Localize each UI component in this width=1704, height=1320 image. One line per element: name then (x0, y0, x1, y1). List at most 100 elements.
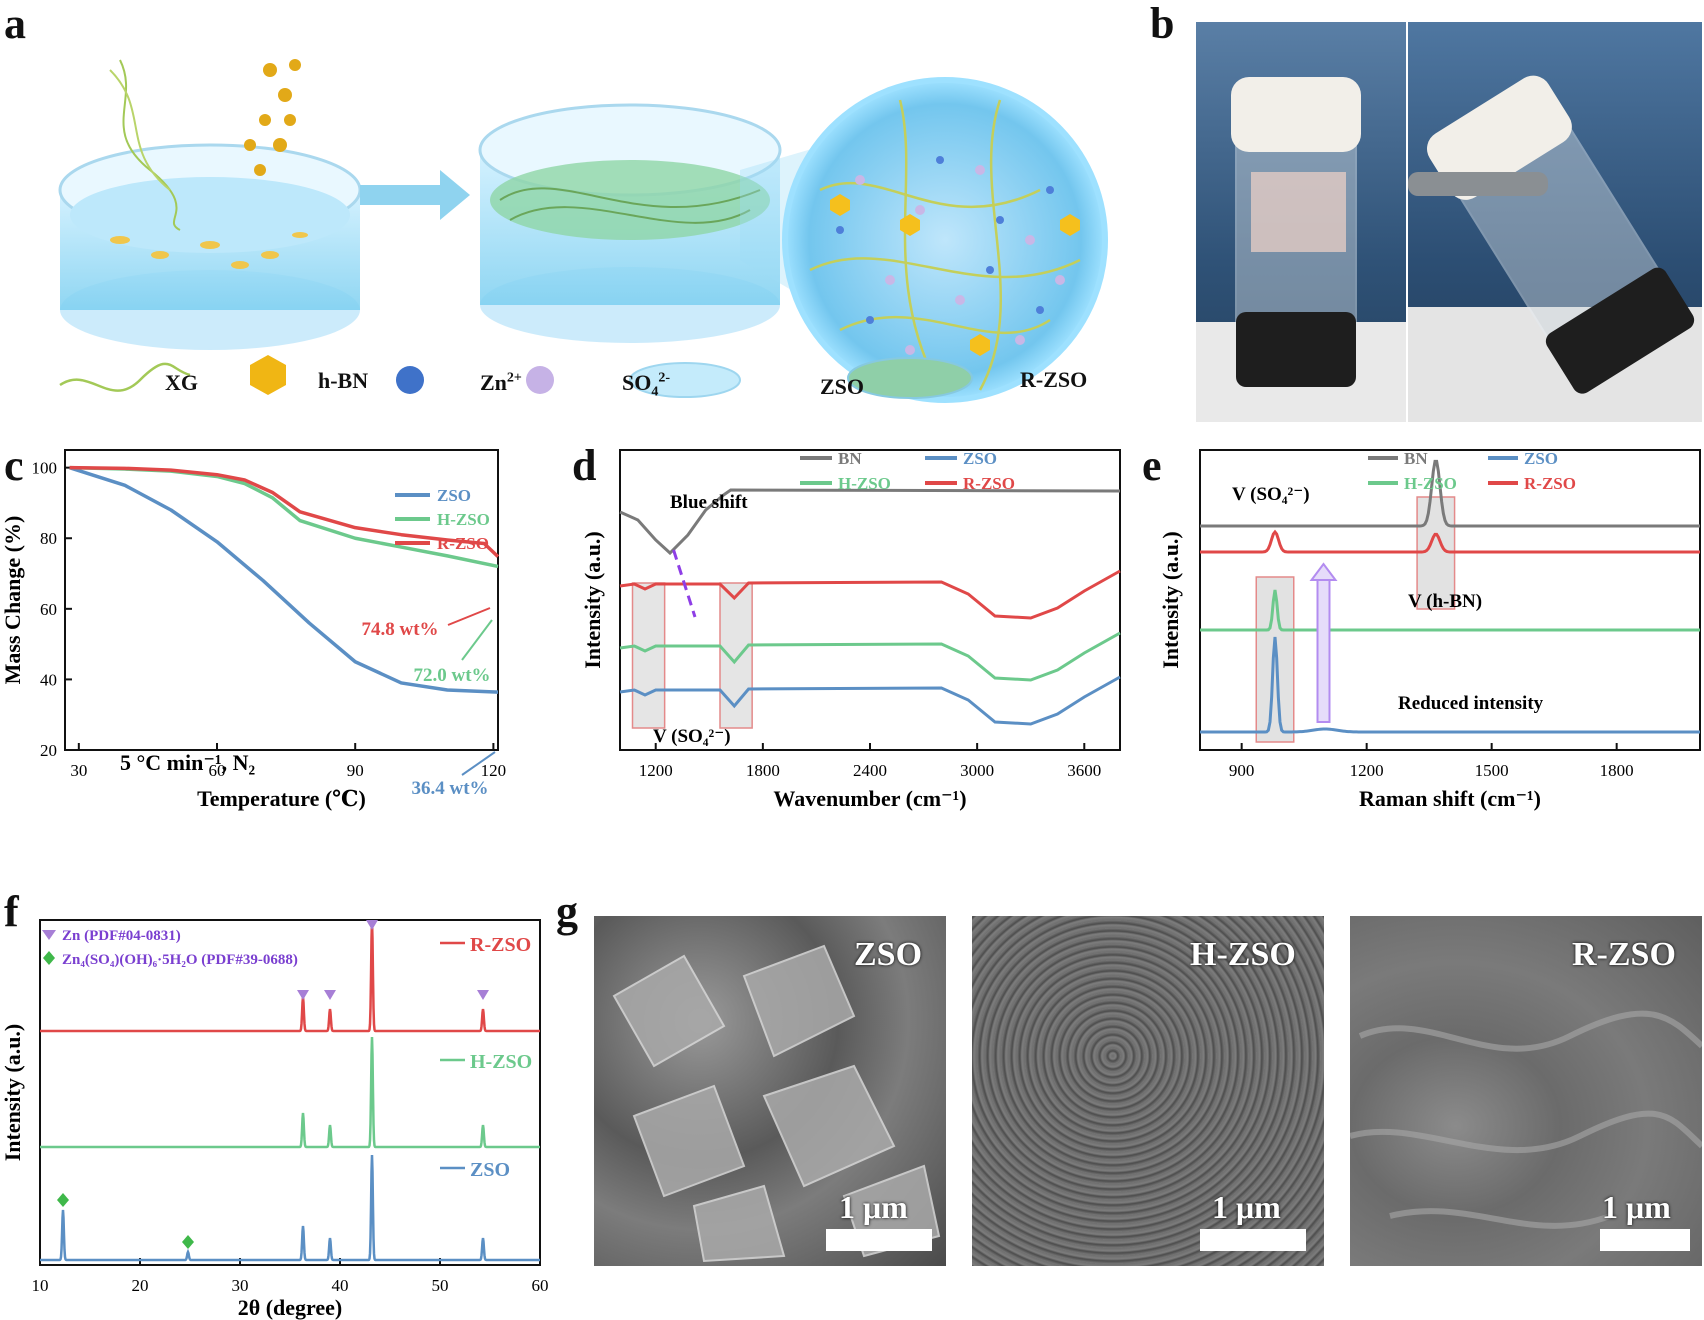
f-zn-peak-marker (324, 990, 336, 1000)
c-y-tick-label: 60 (40, 600, 57, 619)
sem-image-rzso: R-ZSO 1 μm (1350, 916, 1702, 1266)
c-y-tick-label: 40 (40, 670, 57, 689)
e-legend-label: R-ZSO (1524, 474, 1576, 493)
sem-label-zso: ZSO (854, 936, 923, 973)
vial-photo-inverted (1408, 22, 1702, 422)
xrd-chart: 10 20 30 40 50 60 2θ (degree) Intensity (a.u.) R… (0, 919, 549, 1320)
f-series-label: H-ZSO (470, 1051, 532, 1073)
f-legend-diamond (43, 951, 55, 965)
c-legend-label: R-ZSO (437, 534, 489, 553)
c-series-H-ZSO (69, 465, 499, 569)
legend-label-xg: XG (165, 370, 198, 395)
d-series-ZSO (619, 675, 1121, 726)
e-legend-label: ZSO (1524, 449, 1558, 468)
c-xlabel: Temperature (℃) (197, 786, 366, 811)
d-x-tick-label: 3000 (960, 761, 994, 780)
panel-letter-c: c (4, 441, 24, 490)
e-annotation-reduced: Reduced intensity (1398, 693, 1544, 714)
d-legend-label: H-ZSO (838, 474, 891, 493)
f-zn-peak-marker (366, 920, 378, 930)
f-legend-triangle (42, 930, 56, 940)
scale-label-zso: 1 μm (839, 1189, 908, 1225)
scale-label-rzso: 1 μm (1602, 1189, 1671, 1225)
c-ylabel: Mass Change (%) (0, 516, 25, 685)
scale-bar-hzso (1200, 1229, 1306, 1251)
f-x-tick-label: 50 (432, 1276, 449, 1295)
sem-label-rzso: R-ZSO (1572, 936, 1676, 973)
c-arrow-rzso (447, 607, 491, 626)
legend-label-rzso: R-ZSO (1020, 367, 1088, 392)
e-ylabel: Intensity (a.u.) (1158, 531, 1183, 669)
d-series-R-ZSO (619, 569, 1121, 620)
c-arrow-zso (461, 751, 496, 776)
c-legend-label: ZSO (437, 486, 471, 505)
f-xlabel: 2θ (degree) (238, 1295, 343, 1320)
d-legend-label: ZSO (963, 449, 997, 468)
f-zso-peak-marker (182, 1235, 194, 1249)
e-x-tick-label: 1200 (1350, 761, 1384, 780)
panel-letter-e: e (1142, 441, 1162, 490)
f-series-label: ZSO (470, 1159, 510, 1181)
ftir-chart: 1200 1800 2400 3000 3600 Wavenumber (cm⁻¹) Int… (580, 449, 1121, 811)
c-x-tick-label: 30 (70, 761, 87, 780)
e-series-R-ZSO (1200, 529, 1700, 554)
f-series-R-ZSO (40, 920, 540, 1033)
c-series-R-ZSO (69, 465, 500, 558)
f-series-H-ZSO (40, 1036, 540, 1149)
e-x-tick-label: 1800 (1600, 761, 1634, 780)
sem-image-zso: ZSO 1 μm (594, 916, 946, 1266)
c-annotation-hzso: 72.0 wt% (413, 665, 490, 686)
e-series-ZSO (1200, 636, 1700, 734)
e-legend-label: BN (1404, 449, 1428, 468)
c-y-tick-label: 20 (40, 741, 57, 760)
sem-image-hzso: H-ZSO 1 μm (972, 916, 1324, 1266)
panel-letter-f: f (4, 887, 19, 936)
scale-label-hzso: 1 μm (1212, 1189, 1281, 1225)
d-legend-label: BN (838, 449, 862, 468)
legend-label-zso: ZSO (820, 374, 865, 399)
e-arrow-head (1309, 562, 1338, 581)
c-x-tick-label: 60 (209, 761, 226, 780)
e-highlight-so4 (1255, 576, 1295, 743)
d-x-tick-label: 3600 (1067, 761, 1101, 780)
f-zn-peak-marker (297, 990, 309, 1000)
c-condition: 5 °C min⁻¹, N₂ (120, 750, 255, 775)
vial-photo-upright (1196, 22, 1406, 422)
f-zn-peak-marker (477, 990, 489, 1000)
f-x-tick-label: 60 (532, 1276, 549, 1295)
tga-chart: 20 40 60 80 100 30 60 90 120 Temperature (℃) Mass … (0, 449, 506, 811)
e-annotation-so4: V (SO₄²⁻) (1232, 484, 1310, 505)
c-y-tick-label: 100 (32, 459, 58, 478)
e-series-H-ZSO (1200, 589, 1700, 632)
d-annotation-so4: V (SO₄²⁻) (653, 726, 731, 747)
d-highlight-1 (631, 582, 666, 729)
d-ylabel: Intensity (a.u.) (580, 531, 605, 669)
panel-a-legend-icons (59, 355, 973, 399)
dish-zso (58, 59, 362, 350)
legend-label-zn: Zn2+ (480, 370, 522, 395)
d-x-tick-label: 2400 (853, 761, 887, 780)
panel-letter-b: b (1150, 0, 1175, 48)
c-y-tick-label: 80 (40, 529, 57, 548)
f-ylabel: Intensity (a.u.) (0, 1024, 25, 1162)
f-zso-peak-marker (57, 1193, 69, 1207)
f-series-label: R-ZSO (470, 934, 531, 956)
e-legend-label: H-ZSO (1404, 474, 1457, 493)
panel-letter-a: a (4, 0, 26, 48)
d-annotation-blue-shift: Blue shift (670, 492, 748, 513)
f-legend-zn: Zn (PDF#04-0831) (62, 928, 181, 944)
scale-bar-zso (826, 1229, 932, 1251)
d-series-H-ZSO (619, 631, 1121, 682)
d-x-tick-label: 1200 (639, 761, 673, 780)
plot-frame (39, 919, 541, 1266)
e-arrow-shaft (1316, 579, 1331, 723)
d-legend-label: R-ZSO (963, 474, 1015, 493)
d-highlight-2 (719, 582, 753, 729)
f-x-tick-label: 40 (332, 1276, 349, 1295)
f-series-ZSO (40, 1154, 540, 1262)
c-legend-label: H-ZSO (437, 510, 490, 529)
legend-label-hbn: h-BN (318, 368, 369, 393)
c-arrow-hzso (461, 619, 493, 661)
e-series-BN (1200, 459, 1700, 528)
c-x-tick-label: 90 (347, 761, 364, 780)
